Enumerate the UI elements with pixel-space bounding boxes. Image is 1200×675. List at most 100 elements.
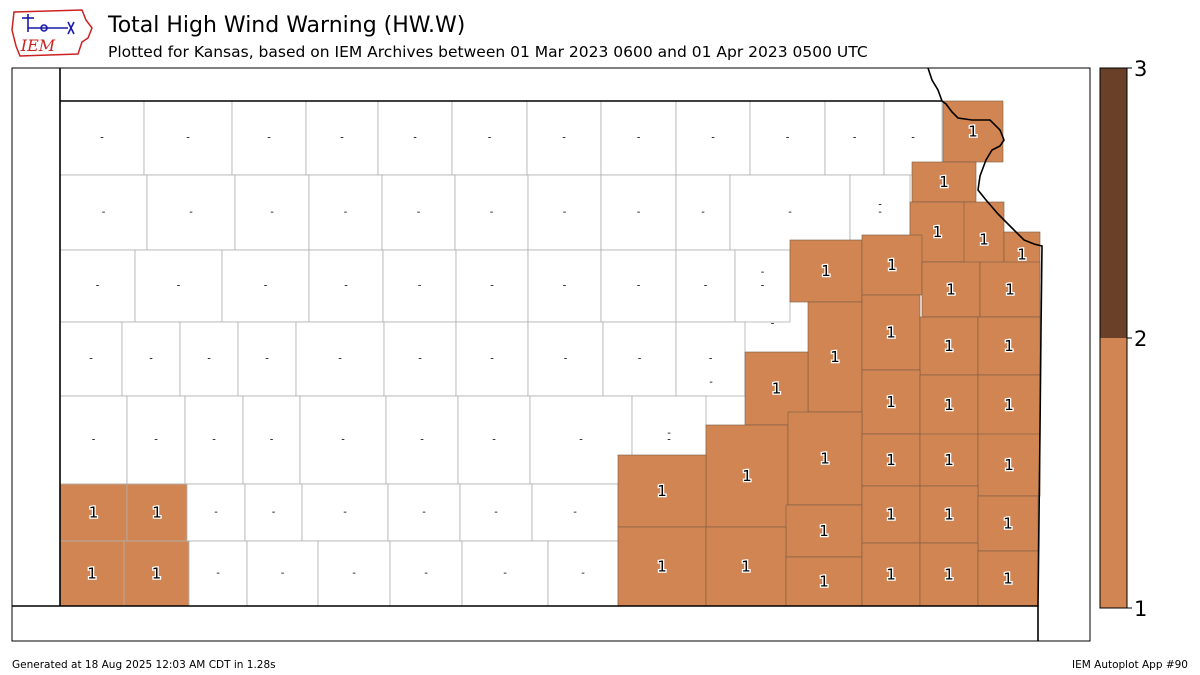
county-count-label: 1 [657,558,667,576]
county [531,483,619,542]
county-count-label: 1 [87,565,97,583]
county [919,433,979,487]
colorbar-tick-label-2: 2 [1134,327,1147,351]
county-count-label: 1 [944,337,954,355]
county-count-label: 1 [152,504,162,522]
county-empty-label: - [267,133,271,144]
county-count-label: 1 [886,566,896,584]
county [308,174,383,251]
county [234,174,310,251]
county [919,374,979,436]
county-count-label: 1 [1017,246,1027,264]
county [59,100,145,176]
county-empty-label: - [272,507,276,518]
county-empty-label: - [637,133,641,144]
county-empty-label: - [853,133,857,144]
county [861,542,921,607]
county-empty-label: - [96,281,100,292]
county [454,174,529,251]
county-empty-label: - [494,507,498,518]
county-empty-label: - [492,435,496,446]
county-empty-label: - [701,207,705,218]
county-empty-label: - [100,133,104,144]
county [785,556,863,607]
county-empty-label: - [341,435,345,446]
county-empty-label: - [264,281,268,292]
county-count-label: 1 [741,558,751,576]
county-count-label: 1 [819,573,829,591]
county [527,321,604,397]
county [308,249,384,323]
county [919,542,979,607]
county [807,301,863,413]
colorbar-bin-low [1100,338,1127,608]
county-empty-label: - [704,281,708,292]
county [729,174,851,251]
county [911,161,977,203]
county [529,395,633,485]
county-empty-label: - [709,354,713,365]
county-count-label: 1 [819,522,829,540]
county [389,540,463,607]
county-empty-label: - [338,354,342,365]
county [600,249,677,323]
county [381,174,456,251]
county-count-label: 1 [152,565,162,583]
county-empty-label: - [420,435,424,446]
county [457,395,531,485]
weather-station-icon [22,14,75,35]
county [749,100,826,176]
county-empty-label: - [667,428,671,439]
county-count-label: 1 [830,348,840,366]
county-count-label: 1 [1004,337,1014,355]
county [861,485,921,544]
county-empty-label: - [573,507,577,518]
county-empty-label: - [270,207,274,218]
county-empty-label: - [270,435,274,446]
county-empty-label: - [216,568,220,579]
county [861,369,921,435]
county-empty-label: - [177,281,181,292]
county-empty-label: - [488,133,492,144]
county-empty-label: - [564,354,568,365]
county-empty-label: - [490,354,494,365]
county-count-label: 1 [944,451,954,469]
county-count-label: 1 [944,506,954,524]
county [134,249,223,323]
county-count-label: 1 [886,393,896,411]
county-empty-label: - [563,281,567,292]
iem-logo: IEM [11,9,93,57]
county-empty-label: - [417,207,421,218]
county [977,433,1041,497]
county [675,249,736,323]
county [246,540,319,607]
county [979,261,1041,318]
county-count-label: 1 [1004,396,1014,414]
state-boundaries [12,67,1043,641]
county [785,504,863,558]
county [123,540,190,607]
county-empty-label: - [102,207,106,218]
county-empty-label: - [149,354,153,365]
county-empty-label: - [709,377,713,388]
county [675,321,746,397]
county-layer [59,100,1041,607]
county [977,374,1041,436]
county [461,540,549,607]
county [301,483,389,542]
county-empty-label: - [490,281,494,292]
county-count-label: 1 [1003,570,1013,588]
county-count-label: 1 [1003,515,1013,533]
county-empty-label: - [340,133,344,144]
county [59,174,148,251]
county-count-label: 1 [939,173,949,191]
logo-text: IEM [20,36,56,55]
map-subtitle: Plotted for Kansas, based on IEM Archive… [108,43,868,61]
county-count-label: 1 [944,396,954,414]
county-empty-label: - [562,133,566,144]
generated-footer: Generated at 18 Aug 2025 12:03 AM CDT in… [12,659,276,671]
county-empty-label: - [878,207,882,218]
county [977,316,1041,376]
